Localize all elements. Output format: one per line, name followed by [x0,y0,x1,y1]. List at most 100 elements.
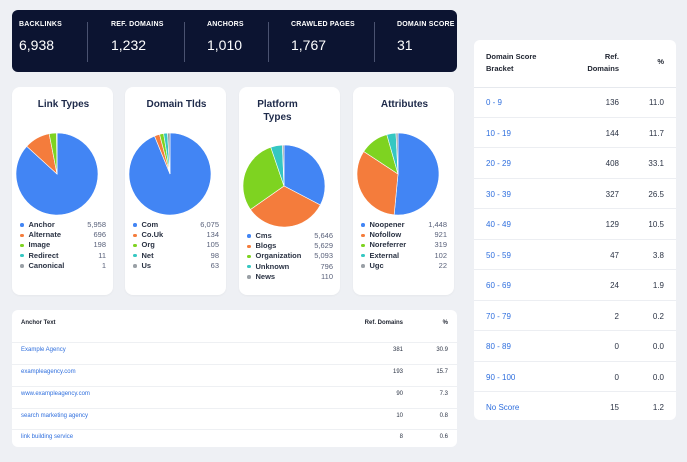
legend-value: 1 [101,260,106,270]
legend-item[interactable]: Anchor 5,958 [20,220,106,230]
card-title: Platform Types [257,99,298,123]
legend-dot [133,253,137,258]
ref-domains-cell: 0 [614,342,619,351]
divider [268,22,269,62]
percent-cell: 11.0 [649,98,664,107]
table-row: No Score 15 1.2 [474,392,676,423]
legend-dot [20,223,24,227]
legend-label: Noreferrer [369,240,407,250]
anchor-link[interactable]: exampleagency.com [21,369,76,375]
legend-item[interactable]: Noopener 1,448 [361,220,447,230]
legend-label: Us [141,260,152,270]
bracket-link[interactable]: 90 - 100 [486,372,516,382]
anchor-link[interactable]: www.exampleagency.com [21,391,90,397]
legend-item[interactable]: Cms 5,646 [247,231,333,241]
bracket-link[interactable]: 60 - 69 [486,281,511,290]
legend-value: 5,093 [314,251,333,261]
legend-item[interactable]: Alternate 696 [20,230,106,240]
legend-item[interactable]: Canonical 1 [20,261,106,271]
legend-label: News [255,271,276,281]
legend-item[interactable]: Ugc 22 [361,261,447,271]
table-header: Anchor Text Ref. Domains % [12,320,457,332]
ref-domains-cell: 0 [614,372,619,382]
anchor-link[interactable]: Example Agency [21,347,66,353]
pie-chart[interactable] [242,144,326,228]
bracket-link[interactable]: 10 - 19 [486,128,511,138]
divider [87,22,88,62]
card-title: Domain Tlds [146,99,207,110]
legend-value: 319 [434,240,447,250]
table-row: 50 - 59 47 3.8 [474,240,676,270]
table-row: 40 - 49 129 10.5 [474,209,676,240]
percent-cell: 3.8 [652,250,664,260]
pie-chart[interactable] [15,132,99,216]
anchor-text-table: Anchor Text Ref. Domains % Example Agenc… [12,310,457,447]
table-row: 0 - 9 136 11.0 [474,87,676,118]
percent-cell: 0.0 [652,342,664,351]
card-link-types: Link Types Anchor 5,958 Alternate 696 Imag… [12,87,113,295]
legend-item[interactable]: Blogs 5,629 [247,241,333,251]
stat-label: REF. DOMAINS [111,21,164,28]
legend-item[interactable]: Co.Uk 134 [133,230,219,240]
column-header[interactable]: Ref. Domains [587,52,619,73]
legend-item[interactable]: Redirect 11 [20,251,106,261]
stat-label: DOMAIN SCORE [397,21,455,28]
pie-chart[interactable] [356,132,440,216]
bracket-link[interactable]: 80 - 89 [486,342,511,351]
card-title: Attributes [380,99,429,110]
stat-crawled-pages: CRAWLED PAGES 1,767 [291,21,355,53]
legend-value: 5,646 [314,231,333,240]
legend-item[interactable]: Nofollow 921 [361,230,447,240]
legend-item[interactable]: Com 6,075 [133,220,219,230]
legend-value: 198 [93,240,106,250]
pie-chart[interactable] [128,132,212,216]
column-header[interactable]: % [442,320,448,326]
ref-domains-cell: 90 [396,391,403,397]
table-row: 30 - 39 327 26.5 [474,179,676,209]
legend-item[interactable]: News 110 [247,272,333,282]
legend-item[interactable]: Image 198 [20,240,106,250]
column-header[interactable]: Ref. Domains [364,320,403,326]
bracket-link[interactable]: 50 - 59 [486,250,511,260]
anchor-link[interactable]: search marketing agency [21,413,89,419]
pie-slice-cms[interactable] [283,144,326,206]
pie-slice-organization[interactable] [242,146,285,210]
legend-dot [133,264,137,268]
column-header[interactable]: % [657,57,664,66]
pie-slice-noopener[interactable] [393,132,440,216]
legend-value: 11 [98,250,106,260]
percent-cell: 1.9 [652,281,664,290]
legend-item[interactable]: Org 105 [133,240,219,250]
column-header[interactable]: Domain Score Bracket [486,52,537,73]
pie-slice-us[interactable] [167,132,171,175]
domain-score-table: Domain Score Bracket Ref. Domains % 0 - … [474,40,676,420]
anchor-link[interactable]: link building service [21,434,74,440]
legend-item[interactable]: Organization 5,093 [247,251,333,261]
legend-dot [20,243,24,248]
legend-item[interactable]: Net 98 [133,251,219,261]
pie-slice-blogs[interactable] [250,185,321,228]
bracket-link[interactable]: 70 - 79 [486,311,511,321]
bracket-link[interactable]: 20 - 29 [486,159,511,168]
ref-domains-cell: 381 [392,347,403,353]
card-platform-types: Platform Types Cms 5,646 Blogs 5,629 Organ… [239,87,340,295]
pie-slice-ugc[interactable] [395,132,399,175]
column-header[interactable]: Anchor Text [21,320,56,326]
bracket-link[interactable]: 0 - 9 [486,98,503,107]
pie-slice-news[interactable] [282,144,285,187]
legend-item[interactable]: Noreferrer 319 [361,240,447,250]
pie-slice-com[interactable] [128,132,212,216]
legend-label: Co.Uk [141,230,164,240]
bracket-link[interactable]: 30 - 39 [486,189,511,199]
legend-item[interactable]: Us 63 [133,261,219,271]
bracket-link[interactable]: 40 - 49 [486,220,511,229]
stat-domain-score: DOMAIN SCORE 31 [397,21,455,53]
stat-label: BACKLINKS [19,21,63,28]
legend-value: 134 [206,230,219,240]
percent-cell: 1.2 [652,403,664,412]
legend-item[interactable]: External 102 [361,251,447,261]
stat-value: 1,767 [291,37,327,53]
table-row: link building service 8 0.6 [12,429,457,441]
legend-item[interactable]: Unknown 796 [247,262,333,272]
bracket-link[interactable]: No Score [486,403,520,412]
